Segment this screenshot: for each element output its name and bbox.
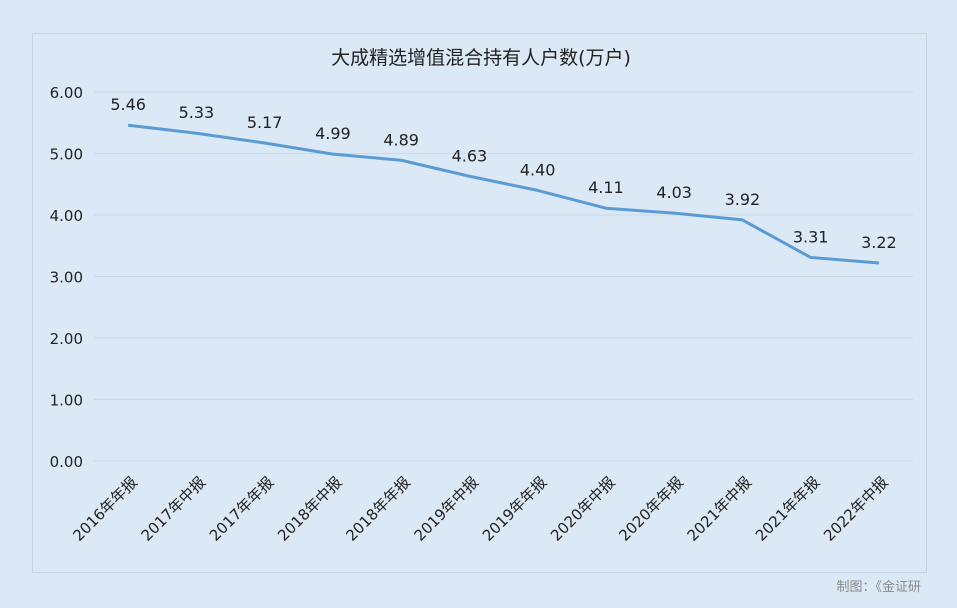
x-tick-label: 2021年年报: [752, 473, 824, 545]
data-label: 4.03: [656, 183, 692, 202]
y-tick-label: 2.00: [50, 330, 83, 348]
x-tick-label: 2016年年报: [69, 473, 141, 545]
x-tick-label: 2020年年报: [615, 473, 687, 545]
x-tick-label: 2019年中报: [411, 473, 483, 545]
chart-title: 大成精选增值混合持有人户数(万户): [331, 47, 631, 69]
x-tick-label: 2018年中报: [274, 473, 346, 545]
y-axis: 0.00 1.00 2.00 3.00 4.00 5.00 6.00: [50, 84, 83, 471]
series-line-group: [127, 123, 879, 265]
y-tick-label: 0.00: [50, 453, 83, 471]
chart-credit: 制图：《金证研: [836, 580, 921, 595]
x-tick-label: 2019年年报: [479, 473, 551, 545]
x-tick-label: 2022年中报: [820, 473, 892, 545]
data-label: 5.46: [110, 95, 146, 114]
x-tick-label: 2017年中报: [138, 473, 210, 545]
data-label: 4.63: [452, 146, 488, 165]
data-label: 4.40: [520, 160, 556, 179]
y-tick-label: 5.00: [50, 146, 83, 164]
y-tick-label: 3.00: [50, 269, 83, 287]
series-line: [127, 123, 879, 265]
y-tick-label: 4.00: [50, 207, 83, 225]
x-tick-label: 2018年年报: [342, 473, 414, 545]
x-tick-label: 2021年中报: [684, 473, 756, 545]
y-tick-label: 1.00: [50, 392, 83, 410]
data-label: 4.89: [383, 130, 419, 149]
data-label: 5.33: [179, 103, 215, 122]
line-chart: 大成精选增值混合持有人户数(万户) 0.00 1.00 2.00 3.00 4.00 5.…: [50, 47, 913, 545]
data-label: 4.11: [588, 178, 624, 197]
data-label: 4.99: [315, 124, 351, 143]
data-label: 3.92: [725, 190, 761, 209]
data-label: 3.31: [793, 227, 829, 246]
data-labels: 5.46 5.33 5.17 4.99 4.89 4.63 4.40 4.11 4.03 3.92…: [110, 95, 896, 252]
gridlines: [94, 91, 913, 462]
x-tick-label: 2017年年报: [206, 473, 278, 545]
data-label: 3.22: [861, 233, 897, 252]
data-label: 5.17: [247, 113, 283, 132]
x-tick-label: 2020年中报: [547, 473, 619, 545]
y-tick-label: 6.00: [50, 84, 83, 102]
chart-panel: 大成精选增值混合持有人户数(万户) 0.00 1.00 2.00 3.00 4.00 5.…: [32, 33, 927, 573]
x-axis: 2016年年报2017年中报2017年年报2018年中报2018年年报2019年…: [69, 473, 891, 545]
